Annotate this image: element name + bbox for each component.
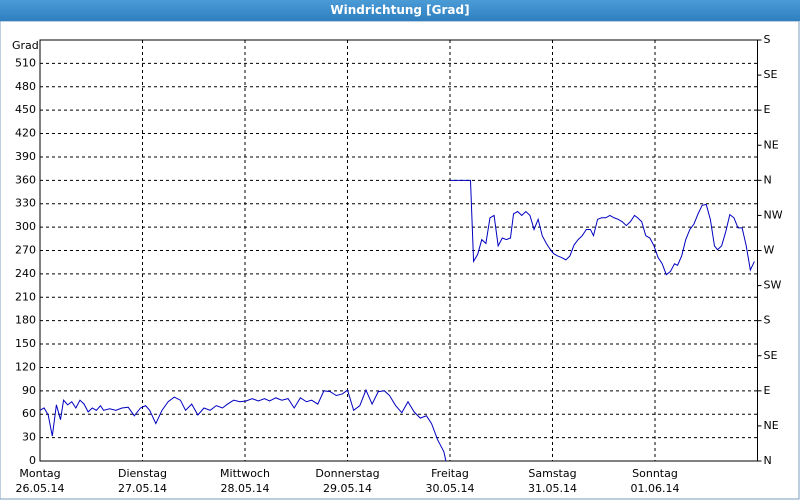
data-line <box>39 179 755 462</box>
x-tick-label: Sonntag <box>632 467 678 480</box>
y-tick-label: 180 <box>15 314 36 327</box>
y2-tick-label: S <box>764 33 771 46</box>
y2-tick-label: S <box>764 314 771 327</box>
x-tick-label: Samstag <box>528 467 576 480</box>
x-tick-label: 31.05.14 <box>528 482 577 495</box>
y-tick-label: 90 <box>22 384 36 397</box>
y-tick-label: 60 <box>22 407 36 420</box>
y-tick-label: 0 <box>29 454 36 467</box>
y-tick-label: 360 <box>15 173 36 186</box>
y-tick-label: 450 <box>15 103 36 116</box>
x-tick-label: 28.05.14 <box>221 482 270 495</box>
y2-tick-label: NW <box>764 208 783 221</box>
y2-tick-label: N <box>764 454 772 467</box>
x-tick-label: Dienstag <box>118 467 167 480</box>
x-tick-label: 30.05.14 <box>426 482 475 495</box>
y2-tick-label: E <box>764 103 771 116</box>
chart: Grad 0 30 60 90 120 150 180 210 240 270 300 330 360 3… <box>0 21 800 500</box>
x-tick-label: 29.05.14 <box>323 482 372 495</box>
x-tick-label: 26.05.14 <box>16 482 65 495</box>
y2-tick-label: SE <box>764 349 778 362</box>
x-tick-label: Freitag <box>431 467 469 480</box>
y-tick-label: 510 <box>15 56 36 69</box>
x-tick-label: Mittwoch <box>220 467 270 480</box>
y2-tick-label: NE <box>764 138 779 151</box>
y2-tick-label: N <box>764 173 772 186</box>
y-tick-label: 480 <box>15 80 36 93</box>
y-tick-label: 330 <box>15 197 36 210</box>
x-tick-label: 01.06.14 <box>631 482 680 495</box>
y-tick-label: 270 <box>15 244 36 257</box>
y-axis-label: Grad <box>12 39 39 52</box>
y2-tick-label: SE <box>764 68 778 81</box>
y-tick-label: 210 <box>15 290 36 303</box>
y2-tick-label: W <box>764 244 775 257</box>
y2-tick-label: E <box>764 384 771 397</box>
y-tick-label: 420 <box>15 127 36 140</box>
y-tick-label: 390 <box>15 150 36 163</box>
y-tick-label: 300 <box>15 220 36 233</box>
window-title: Windrichtung [Grad] <box>330 3 470 17</box>
x-tick-label: Donnerstag <box>315 467 379 480</box>
y2-tick-label: NE <box>764 419 779 432</box>
x-tick-label: 27.05.14 <box>118 482 167 495</box>
plot-area <box>39 39 758 462</box>
x-tick-label: Montag <box>19 467 60 480</box>
y-tick-label: 30 <box>22 431 36 444</box>
y2-tick-label: SW <box>764 279 782 292</box>
y-tick-label: 120 <box>15 360 36 373</box>
y-tick-label: 240 <box>15 267 36 280</box>
title-bar: Windrichtung [Grad] <box>0 0 800 21</box>
y-tick-label: 150 <box>15 337 36 350</box>
